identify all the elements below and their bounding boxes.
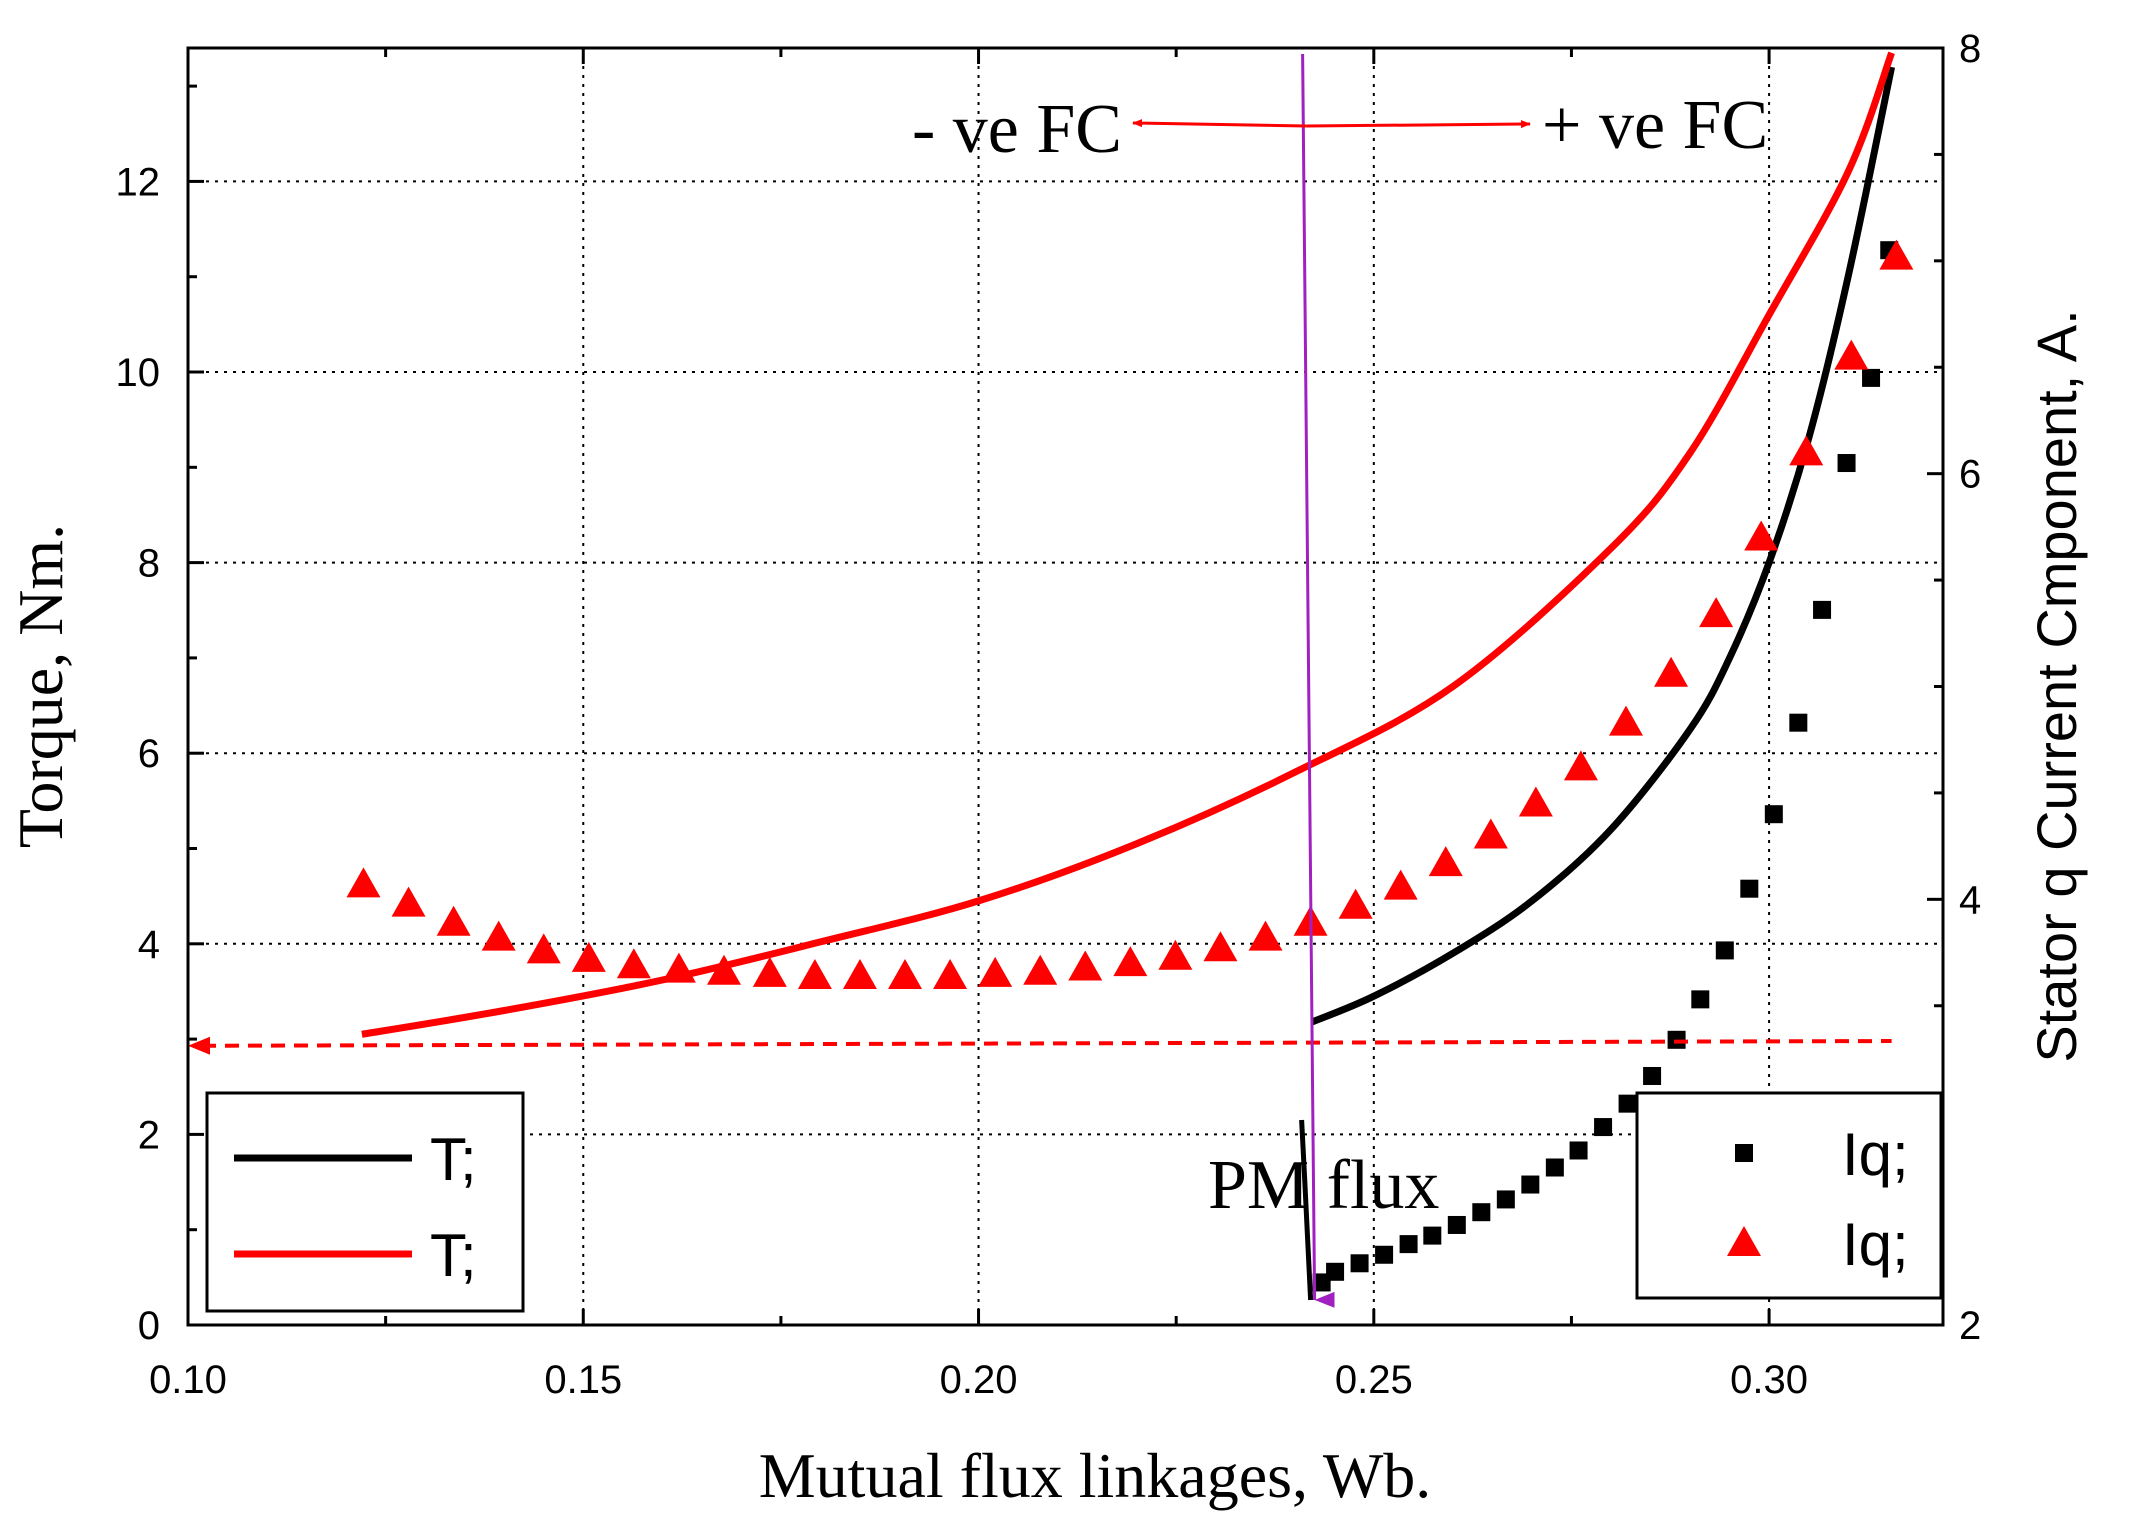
iq-square-marker bbox=[1691, 990, 1710, 1009]
iq-square-marker bbox=[1326, 1262, 1345, 1281]
y2-tick-label: 2 bbox=[1959, 1304, 1981, 1348]
iq-square-marker bbox=[1350, 1254, 1369, 1273]
iq-triangle-marker bbox=[616, 948, 651, 979]
iq-square-marker bbox=[1375, 1245, 1394, 1264]
x-tick-label: 0.15 bbox=[544, 1358, 622, 1402]
iq-triangle-marker bbox=[1518, 786, 1553, 817]
annotations: - ve FC + ve FC PM flux bbox=[912, 53, 1768, 1308]
legend-right-label-0: Iq; bbox=[1842, 1121, 1909, 1188]
iq-triangle-marker bbox=[1023, 954, 1058, 985]
iq-triangle-marker bbox=[1203, 931, 1238, 962]
iq-triangle-marker bbox=[1068, 950, 1103, 981]
iq-triangle-marker bbox=[888, 958, 923, 989]
iq-triangle-marker bbox=[1248, 920, 1283, 951]
legend-right-label-1: Iq; bbox=[1842, 1211, 1909, 1278]
iq-triangle-marker bbox=[1789, 435, 1824, 466]
reference-arrowhead bbox=[188, 1036, 210, 1055]
x-tick-label: 0.10 bbox=[149, 1358, 227, 1402]
iq-triangle-marker bbox=[481, 920, 516, 951]
pos-fc-arrow bbox=[1306, 120, 1531, 129]
iq-square-marker bbox=[1789, 713, 1808, 732]
y-tick-label: 0 bbox=[138, 1304, 160, 1348]
iq-square-marker bbox=[1496, 1190, 1515, 1209]
y-tick-label: 12 bbox=[116, 160, 161, 204]
x-tick-label: 0.20 bbox=[940, 1358, 1018, 1402]
iq-triangle-marker bbox=[526, 933, 561, 964]
y-tick-label: 8 bbox=[138, 542, 160, 586]
iq-triangle-marker bbox=[1699, 597, 1734, 628]
y2-tick-label: 8 bbox=[1959, 27, 1981, 71]
iq-triangle-marker bbox=[1608, 705, 1643, 736]
reference-dashed-line bbox=[201, 1039, 1892, 1048]
iq-triangle-marker bbox=[436, 905, 471, 936]
legend-label-1: T; bbox=[430, 1222, 477, 1289]
axes: 0.10 0.15 0.20 0.25 0.30 0 2 4 6 8 10 12 2 4 6 8 bbox=[116, 27, 1982, 1402]
iq-square-marker bbox=[1715, 941, 1734, 960]
iq-triangle-marker bbox=[1834, 339, 1869, 370]
iq-triangle-marker bbox=[1428, 846, 1463, 877]
iq-square-marker bbox=[1594, 1118, 1613, 1137]
pm-flux-pointer bbox=[1299, 1119, 1314, 1301]
iq-triangle-marker bbox=[706, 954, 741, 985]
iq-triangle-marker bbox=[1338, 888, 1373, 919]
legend-left: T; T; bbox=[205, 1091, 525, 1313]
iq-triangle-marker bbox=[842, 958, 877, 989]
y-tick-label: 10 bbox=[116, 351, 161, 395]
x-tick-label: 0.30 bbox=[1730, 1358, 1808, 1402]
y2-tick-label: 6 bbox=[1959, 453, 1981, 497]
iq-square-marker bbox=[1764, 805, 1783, 824]
iq-triangle-marker bbox=[797, 958, 832, 989]
y-axis-label: Torque, Nm. bbox=[5, 524, 76, 848]
iq-square-marker bbox=[1545, 1158, 1564, 1177]
iq-triangle-marker bbox=[1383, 869, 1418, 900]
iq-triangle-marker bbox=[571, 941, 606, 972]
legend-square-marker bbox=[1735, 1144, 1753, 1162]
iq-triangle-marker bbox=[661, 952, 696, 983]
iq-square-marker bbox=[1447, 1215, 1466, 1234]
neg-fc-arrow bbox=[1132, 119, 1307, 128]
iq-triangle-marker bbox=[346, 867, 381, 898]
iq-square-marker bbox=[1472, 1203, 1491, 1222]
iq-triangle-marker bbox=[1158, 939, 1193, 970]
iq-square-marker bbox=[1740, 879, 1759, 898]
series-line-1 bbox=[361, 51, 1895, 1038]
neg-fc-label: - ve FC bbox=[912, 91, 1122, 168]
y2-tick-label: 4 bbox=[1959, 878, 1981, 922]
iq-square-marker bbox=[1423, 1226, 1442, 1245]
iq-square-marker bbox=[1399, 1235, 1418, 1254]
iq-square-marker bbox=[1569, 1141, 1588, 1160]
pm-flux-vertical-arrow bbox=[1301, 53, 1335, 1308]
iq-triangle-marker bbox=[391, 886, 426, 917]
iq-triangle-marker bbox=[1113, 946, 1148, 977]
iq-triangle-marker bbox=[978, 956, 1013, 987]
iq-square-marker bbox=[1837, 454, 1856, 473]
y-tick-label: 4 bbox=[138, 923, 160, 967]
legend-triangle-marker bbox=[1727, 1226, 1761, 1256]
iq-triangle-marker bbox=[1563, 750, 1598, 781]
y-tick-label: 2 bbox=[138, 1113, 160, 1157]
iq-triangle-marker bbox=[1654, 656, 1689, 687]
iq-triangle-marker bbox=[1744, 520, 1779, 551]
iq-triangle-marker bbox=[1879, 239, 1914, 270]
iq-square-marker bbox=[1521, 1175, 1540, 1194]
legend-label-0: T; bbox=[430, 1126, 477, 1193]
series-line-0 bbox=[1310, 66, 1896, 1026]
pm-flux-label: PM flux bbox=[1208, 1147, 1439, 1224]
y-tick-label: 6 bbox=[138, 732, 160, 776]
iq-triangle-marker bbox=[752, 956, 787, 987]
iq-triangle-marker bbox=[933, 958, 968, 989]
pos-fc-label: + ve FC bbox=[1542, 87, 1768, 164]
iq-square-marker bbox=[1813, 600, 1832, 619]
iq-square-marker bbox=[1618, 1094, 1637, 1113]
iq-square-marker bbox=[1643, 1066, 1662, 1085]
iq-square-marker bbox=[1862, 368, 1881, 387]
y2-axis-label: Stator q Current Cmponent, A. bbox=[2025, 309, 2088, 1062]
x-tick-label: 0.25 bbox=[1335, 1358, 1413, 1402]
x-axis-label: Mutual flux linkages, Wb. bbox=[759, 1440, 1432, 1511]
iq-triangle-marker bbox=[1473, 818, 1508, 849]
series-layer bbox=[188, 51, 1914, 1292]
legend-right: Iq; Iq; bbox=[1635, 1091, 1943, 1300]
